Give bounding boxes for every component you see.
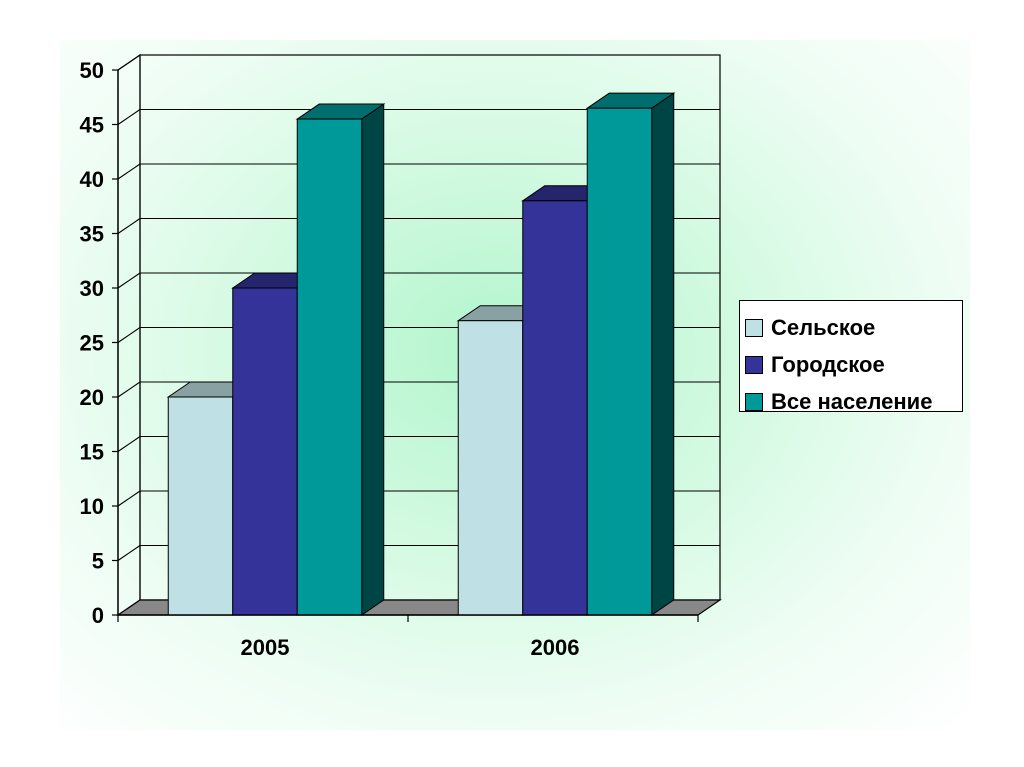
y-tick-label: 25 <box>80 331 104 356</box>
y-tick-label: 30 <box>80 276 104 301</box>
bar-side <box>651 92 675 616</box>
legend-item-total: Все население <box>745 383 962 420</box>
bar-front <box>522 200 588 616</box>
gridline-diagonal <box>117 109 141 125</box>
gridline-diagonal <box>117 545 141 561</box>
y-tick-label: 45 <box>80 113 104 138</box>
gridline-diagonal <box>117 218 141 234</box>
gridline-diagonal <box>117 327 141 343</box>
gridline-diagonal <box>117 436 141 452</box>
gridline-diagonal <box>117 381 141 398</box>
legend-label-urban: Городское <box>771 351 885 377</box>
legend-label-rural: Сельское <box>771 314 876 340</box>
y-tick-label: 15 <box>80 440 104 465</box>
x-tick-label-2005: 2005 <box>241 635 290 660</box>
gridline-diagonal <box>117 272 141 289</box>
legend-item-rural: Сельское <box>745 309 962 346</box>
bar-2005-total <box>295 103 386 616</box>
legend-item-urban: Городское <box>745 346 962 383</box>
gridline-diagonal <box>117 490 141 507</box>
y-tick-label: 35 <box>80 222 104 247</box>
bar-2006-total <box>585 92 676 616</box>
bars <box>166 92 676 616</box>
y-tick-label: 50 <box>80 58 104 83</box>
x-axis-ticks: 2005 2006 <box>117 615 699 660</box>
bar-front <box>457 320 524 616</box>
legend-swatch-urban <box>745 355 763 374</box>
bar-front <box>232 287 298 616</box>
legend-swatch-total <box>745 392 763 411</box>
y-tick-label: 5 <box>92 549 104 574</box>
y-tick-label: 20 <box>80 385 104 410</box>
bar-front <box>586 107 653 616</box>
y-tick-label: 10 <box>80 494 104 519</box>
y-axis-ticks: 0 5 10 15 20 25 30 35 40 45 50 <box>80 58 118 628</box>
legend: Сельское Городское Все население <box>739 300 963 414</box>
legend-label-total: Все население <box>771 388 933 414</box>
gridline-diagonal <box>117 54 141 71</box>
bar-side <box>361 103 385 616</box>
y-tick-label: 40 <box>80 167 104 192</box>
gridline-diagonal <box>117 163 141 180</box>
x-tick-label-2006: 2006 <box>531 635 580 660</box>
legend-swatch-rural <box>745 318 763 337</box>
bar-front <box>167 396 234 616</box>
y-tick-label: 0 <box>92 603 104 628</box>
bar-front <box>296 118 363 616</box>
